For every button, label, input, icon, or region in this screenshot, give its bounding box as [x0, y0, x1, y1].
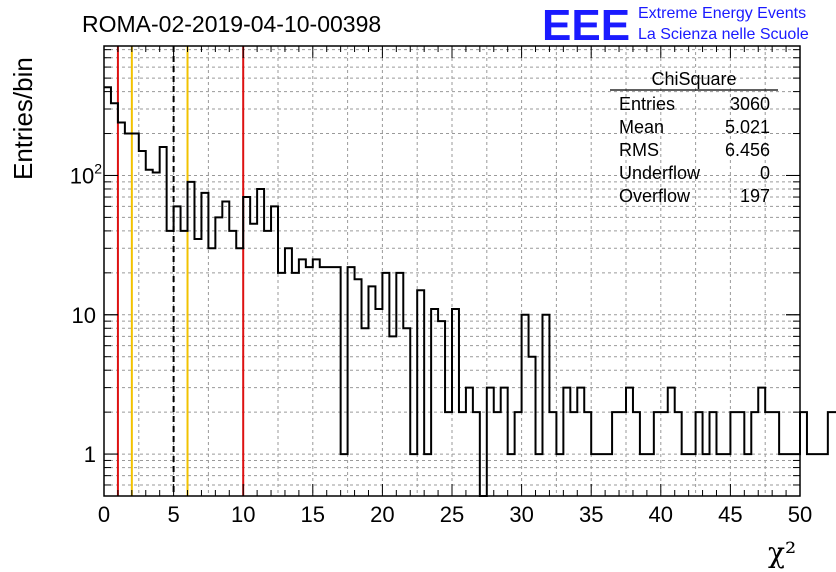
stats-box-title: ChiSquare — [651, 69, 736, 89]
x-tick-label: 10 — [231, 502, 255, 527]
stats-label-entries: Entries — [619, 94, 675, 114]
x-tick-label: 25 — [440, 502, 464, 527]
stats-value-entries: 3060 — [730, 94, 770, 114]
x-tick-label: 45 — [718, 502, 742, 527]
logo-line-1: Extreme Energy Events — [638, 5, 806, 22]
x-tick-label: 5 — [167, 502, 179, 527]
x-tick-labels: 0 5 10 15 20 25 30 35 40 45 50 — [98, 502, 812, 527]
x-tick-label: 0 — [98, 502, 110, 527]
x-tick-label: 35 — [579, 502, 603, 527]
stats-value-underflow: 0 — [760, 163, 770, 183]
y-tick-label: 102 — [70, 160, 102, 188]
y-axis-label: Entries/bin — [8, 57, 38, 180]
x-tick-label: 40 — [649, 502, 673, 527]
stats-value-mean: 5.021 — [725, 117, 770, 137]
stats-label-mean: Mean — [619, 117, 664, 137]
stats-label-overflow: Overflow — [619, 186, 691, 206]
y-tick-label: 1 — [84, 442, 96, 467]
x-tick-label: 20 — [370, 502, 394, 527]
threshold-lines — [116, 46, 245, 496]
y-tick-labels: 1 10 102 — [70, 160, 102, 467]
x-tick-label: 50 — [788, 502, 812, 527]
x-tick-label: 30 — [509, 502, 533, 527]
stats-label-underflow: Underflow — [619, 163, 701, 183]
stats-label-rms: RMS — [619, 140, 659, 160]
axis-ticks — [103, 46, 801, 496]
stats-box: ChiSquare Entries 3060 Mean 5.021 RMS 6.… — [610, 69, 778, 206]
stats-value-rms: 6.456 — [725, 140, 770, 160]
y-tick-label: 10 — [72, 303, 96, 328]
logo-line-2: La Scienza nelle Scuole — [638, 26, 809, 43]
x-axis-label: χ² — [768, 536, 796, 569]
histogram-series — [104, 86, 836, 497]
chart-title: ROMA-02-2019-04-10-00398 — [82, 11, 381, 37]
logo-text: EEE — [542, 1, 630, 50]
eee-logo: EEE Extreme Energy Events La Scienza nel… — [542, 1, 809, 50]
stats-value-overflow: 197 — [740, 186, 770, 206]
x-tick-label: 15 — [301, 502, 325, 527]
